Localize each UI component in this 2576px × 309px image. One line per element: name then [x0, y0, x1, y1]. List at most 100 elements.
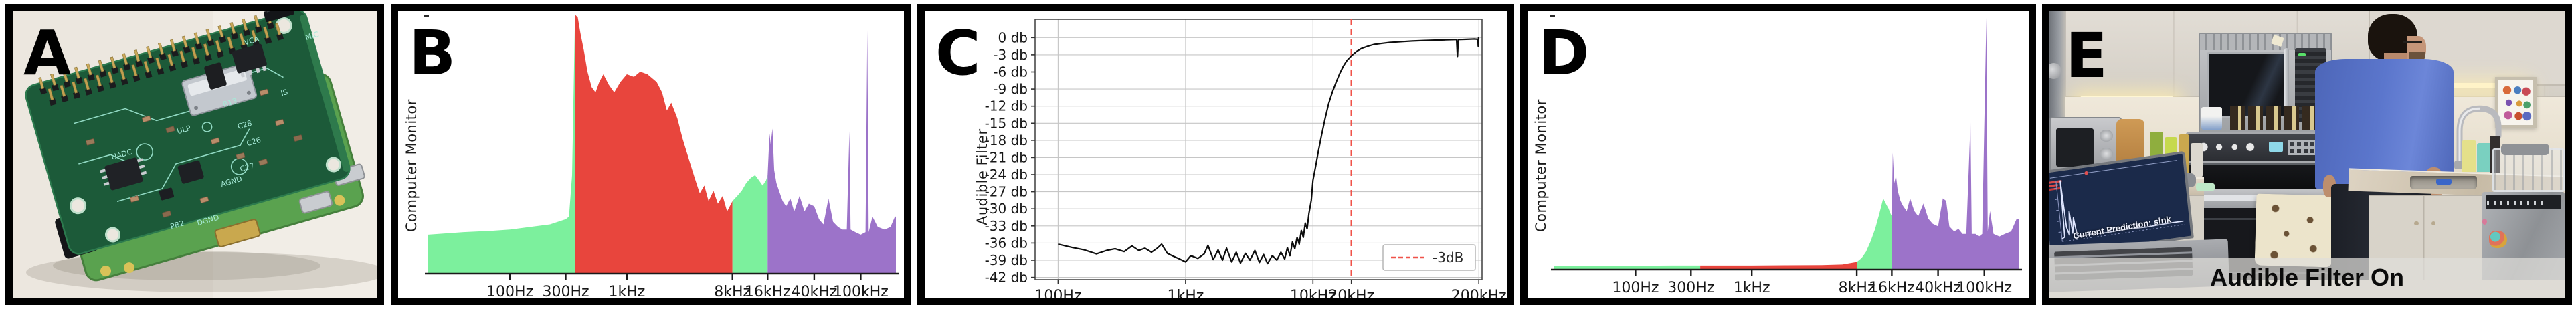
svg-text:16kHz: 16kHz [745, 284, 791, 298]
svg-text:40kHz: 40kHz [1915, 280, 1961, 296]
svg-text:ULP: ULP [176, 124, 192, 136]
spice-jars [2229, 106, 2323, 132]
svg-text:-18 db: -18 db [985, 132, 1028, 148]
svg-text:R13: R13 [222, 96, 238, 108]
cabinet-knob-2 [2431, 221, 2436, 226]
micro-hdmi-port [214, 219, 261, 247]
svg-text:100Hz: 100Hz [1034, 288, 1081, 298]
stove-display [2269, 142, 2283, 152]
panel-b-label: B [409, 17, 456, 89]
under-cabinet-light-right [2389, 83, 2524, 88]
microwave-vent [2200, 34, 2332, 51]
svg-text:VCA: VCA [243, 35, 260, 47]
svg-text:16kHz: 16kHz [1869, 280, 1915, 296]
laptop-spectrum-app [2049, 153, 2191, 255]
ic-chips [100, 43, 267, 201]
slide-switch [181, 62, 258, 116]
jar-clear [2190, 142, 2203, 178]
mug [2201, 107, 2222, 130]
svg-text:1kHz: 1kHz [1734, 280, 1770, 296]
svg-text:-15 db: -15 db [985, 115, 1028, 131]
panel-c-filter-response-chart: 0 db -3 db -6 db -9 db -12 db -15 db -18 db -21… [917, 4, 1514, 305]
panel-c-ylabel: Audible Filter [974, 128, 990, 225]
cabinet-knob [2414, 221, 2419, 226]
svg-text:8kHz: 8kHz [1839, 280, 1875, 296]
svg-text:100Hz: 100Hz [1612, 280, 1659, 296]
passive-components [86, 88, 303, 218]
door-knob [2049, 63, 2062, 79]
panel-a-label: A [23, 17, 72, 89]
soap-bottle-teal [2477, 142, 2492, 172]
panel-e-label: E [2065, 20, 2108, 92]
svg-text:-3dB: -3dB [1433, 249, 1463, 266]
svg-text:-36 db: -36 db [985, 235, 1028, 251]
svg-text:100kHz: 100kHz [1956, 280, 2012, 296]
rack-dishes [2501, 143, 2549, 156]
laptop: Current Prediction: sink [2049, 150, 2229, 298]
caption-overlay: Audible Filter On [2049, 258, 2565, 298]
svg-text:100kHz: 100kHz [833, 284, 889, 298]
svg-text:C27: C27 [239, 161, 255, 173]
svg-text:-6 db: -6 db [993, 64, 1028, 80]
svg-text:-9 db: -9 db [993, 81, 1028, 97]
microwave-led [2298, 52, 2306, 57]
caption-text: Audible Filter On [2209, 264, 2404, 292]
svg-text:10kHz: 10kHz [1290, 288, 1336, 298]
micro-usb-port [298, 191, 333, 214]
svg-text:1kHz: 1kHz [608, 284, 645, 298]
sink-sponge [2435, 179, 2452, 185]
fish-sticker [2488, 230, 2507, 249]
svg-text:-42 db: -42 db [985, 270, 1028, 286]
panel-d-ylabel: Computer Monitor [1533, 99, 1549, 232]
laptop-screen: Current Prediction: sink [2049, 150, 2193, 259]
svg-text:-27 db: -27 db [985, 184, 1028, 200]
panel-e-kitchen-photo: Current Prediction: sink Audible Filter … [2042, 4, 2572, 305]
panel-b-ylabel: Computer Monitor [403, 99, 420, 232]
svg-text:C26: C26 [246, 136, 262, 148]
svg-text:C28: C28 [237, 119, 253, 131]
panel-b-spectrum-chart: 100Hz 300Hz 1kHz 8kHz 16kHz 40kHz 100kHz Compu… [391, 4, 911, 305]
stove-dials [2197, 141, 2260, 154]
svg-text:-39 db: -39 db [985, 252, 1028, 268]
svg-text:40kHz: 40kHz [791, 284, 837, 298]
toaster-window [2056, 128, 2094, 167]
svg-text:300Hz: 300Hz [1667, 280, 1714, 296]
svg-text:20kHz: 20kHz [1328, 288, 1374, 298]
soap-bottle-yellow [2462, 140, 2476, 172]
svg-text:IS: IS [280, 88, 288, 98]
dishwasher-controls [2485, 195, 2562, 209]
panel-c-label: C [935, 17, 981, 89]
svg-text:-30 db: -30 db [985, 201, 1028, 217]
svg-text:-3 db: -3 db [993, 47, 1028, 63]
svg-text:200kHz: 200kHz [1451, 288, 1507, 298]
svg-text:-33 db: -33 db [985, 218, 1028, 234]
dish-rack [2492, 143, 2565, 192]
mint-cloth [2196, 183, 2215, 191]
filter-response-chart: 0 db -3 db-6 db-9 db-12 db-15 db-18 db-21… [985, 19, 1507, 298]
svg-text:MIC: MIC [304, 30, 320, 42]
svg-text:1kHz: 1kHz [1167, 288, 1204, 298]
panel-d-label: D [1538, 17, 1590, 89]
panel-d-spectrum-chart: 100Hz 300Hz 1kHz 8kHz 16kHz 40kHz 100kHz Compu… [1520, 4, 2036, 305]
svg-text:-12 db: -12 db [985, 98, 1028, 114]
svg-text:-21 db: -21 db [985, 149, 1028, 165]
toaster-dial-2 [2099, 147, 2114, 160]
kitchen-scene: Current Prediction: sink Audible Filter … [2049, 11, 2565, 298]
svg-text:8kHz: 8kHz [714, 284, 751, 298]
aux-header-pins [260, 11, 294, 23]
svg-text:-24 db: -24 db [985, 167, 1028, 183]
svg-text:100Hz: 100Hz [486, 284, 533, 298]
svg-text:0 db: 0 db [998, 29, 1028, 45]
gpio-header-pins [38, 11, 284, 106]
microwave-handle [2284, 48, 2289, 121]
toaster-dial [2099, 129, 2114, 142]
panel-a-pcb-photo: UADC ULP VCA R13 C28 C26 C27 AGND DGND PB2 MIC IS A [5, 4, 384, 305]
svg-text:300Hz: 300Hz [542, 284, 589, 298]
svg-text:PB2: PB2 [169, 219, 185, 231]
person-glasses [2402, 40, 2422, 43]
